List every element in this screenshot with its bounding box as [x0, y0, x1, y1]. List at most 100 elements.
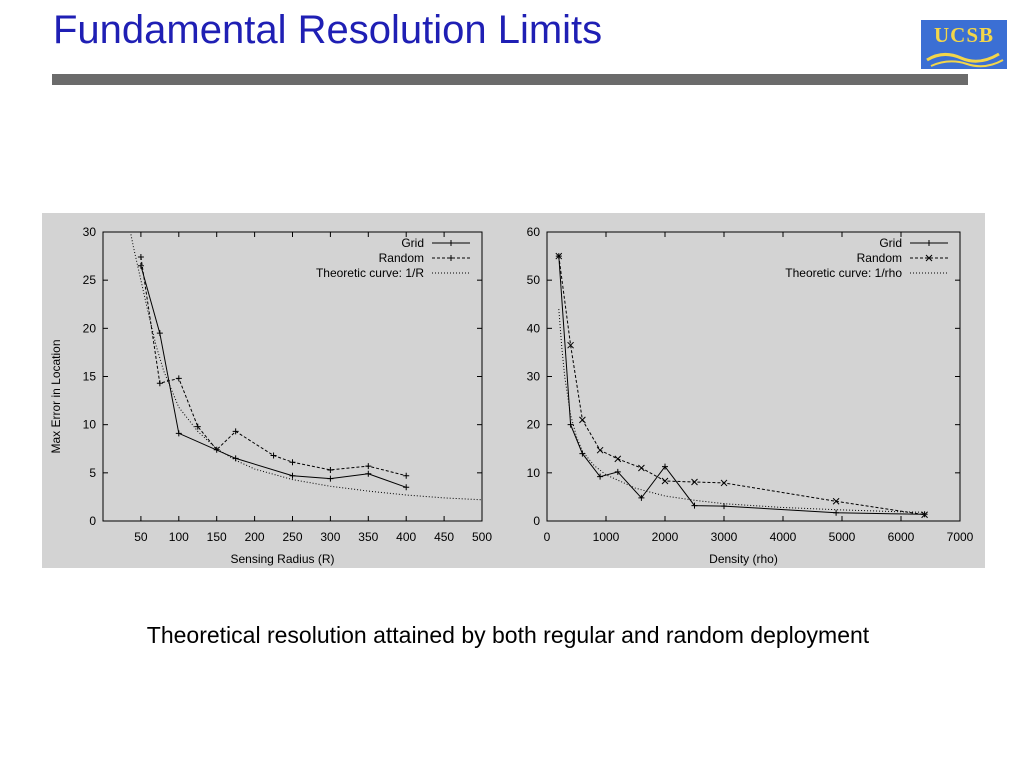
data-point [596, 446, 604, 454]
data-point [156, 380, 163, 387]
legend-marker [925, 254, 933, 262]
data-point [194, 423, 201, 430]
y-tick-label: 10 [527, 466, 541, 480]
series-line [558, 309, 925, 513]
series-line [558, 256, 925, 515]
y-tick-label: 50 [527, 273, 541, 287]
legend-label: Random [857, 251, 902, 265]
data-point [289, 459, 296, 466]
y-tick-label: 0 [533, 514, 540, 528]
ucsb-logo: UCSB [921, 20, 1007, 69]
y-tick-label: 25 [83, 273, 97, 287]
series-3 [558, 309, 925, 513]
legend-label: Grid [879, 236, 902, 250]
data-point [597, 473, 604, 480]
figure-panel: 0 5 10 15 20 25 30 50 100 150 200 250 300 350 400 450 50… [42, 213, 985, 568]
data-point [691, 502, 698, 509]
logo-wave-icon [926, 52, 1004, 68]
legend-marker [448, 255, 454, 261]
series-2 [555, 252, 928, 519]
data-point [638, 464, 645, 472]
x-tick-label: 200 [245, 530, 265, 544]
y-axis-label: Max Error in Location [49, 339, 63, 453]
x-tick-label: 6000 [888, 530, 915, 544]
data-point [567, 421, 574, 428]
series-1 [137, 262, 410, 491]
legend-label: Theoretic curve: 1/R [316, 266, 424, 280]
y-tick-label: 0 [89, 514, 96, 528]
legend-marker [926, 240, 932, 246]
x-tick-label: 100 [169, 530, 189, 544]
data-point [614, 468, 621, 475]
x-tick-label: 1000 [593, 530, 620, 544]
y-tick-label: 10 [83, 418, 97, 432]
data-point [137, 254, 144, 261]
x-axis-label: Sensing Radius (R) [230, 552, 334, 566]
y-tick-label: 5 [89, 466, 96, 480]
y-tick-label: 15 [83, 370, 97, 384]
y-tick-label: 40 [527, 321, 541, 335]
y-tick-label: 60 [527, 225, 541, 239]
chart-2: 0 10 20 30 40 50 60 0 1000 2000 3000 4000 5000 6000 70… [527, 225, 974, 566]
data-point [662, 463, 668, 470]
data-point [555, 252, 563, 260]
x-tick-label: 450 [434, 530, 454, 544]
series-line [140, 256, 407, 477]
x-tick-label: 4000 [770, 530, 797, 544]
series-3 [129, 232, 482, 501]
data-point [137, 262, 144, 269]
x-tick-label: 150 [207, 530, 227, 544]
x-tick-label: 2000 [652, 530, 679, 544]
data-point [327, 475, 334, 482]
x-tick-label: 250 [282, 530, 302, 544]
data-point [720, 479, 728, 487]
data-point [833, 509, 840, 516]
data-point [365, 463, 372, 470]
x-tick-label: 5000 [829, 530, 856, 544]
data-point [403, 484, 410, 491]
y-tick-label: 30 [527, 370, 541, 384]
logo-text: UCSB [933, 23, 995, 47]
data-point [289, 472, 296, 479]
x-tick-label: 350 [358, 530, 378, 544]
series-2 [137, 254, 410, 479]
slide-title: Fundamental Resolution Limits [53, 8, 603, 52]
x-tick-label: 3000 [711, 530, 738, 544]
y-tick-label: 20 [83, 321, 97, 335]
data-point [213, 446, 220, 453]
x-tick-label: 300 [320, 530, 340, 544]
y-tick-label: 20 [527, 418, 541, 432]
series-1 [555, 253, 928, 518]
data-point [175, 430, 182, 437]
data-point [921, 511, 928, 519]
data-point [691, 478, 698, 486]
x-tick-label: 50 [134, 530, 148, 544]
data-point [567, 341, 574, 349]
x-tick-label: 7000 [947, 530, 974, 544]
series-line [140, 265, 407, 488]
legend-label: Grid [401, 236, 424, 250]
data-point [156, 330, 163, 337]
series-line [558, 256, 925, 516]
x-axis-label: Density (rho) [709, 552, 778, 566]
legend-marker [448, 240, 454, 246]
data-point [365, 470, 372, 477]
data-point [638, 494, 645, 501]
data-point [175, 375, 182, 382]
data-point [832, 497, 840, 505]
chart-1: 0 5 10 15 20 25 30 50 100 150 200 250 300 350 400 450 50… [49, 225, 492, 566]
data-point [661, 477, 669, 485]
x-tick-label: 0 [544, 530, 551, 544]
x-tick-label: 400 [396, 530, 416, 544]
legend-label: Theoretic curve: 1/rho [785, 266, 902, 280]
data-point [403, 472, 410, 479]
x-tick-label: 500 [472, 530, 492, 544]
data-point [614, 455, 622, 463]
data-point [579, 416, 586, 424]
series-line [129, 232, 482, 501]
title-divider [52, 74, 968, 85]
legend-label: Random [379, 251, 424, 265]
data-point [327, 466, 334, 473]
figure-caption: Theoretical resolution attained by both … [146, 622, 870, 648]
